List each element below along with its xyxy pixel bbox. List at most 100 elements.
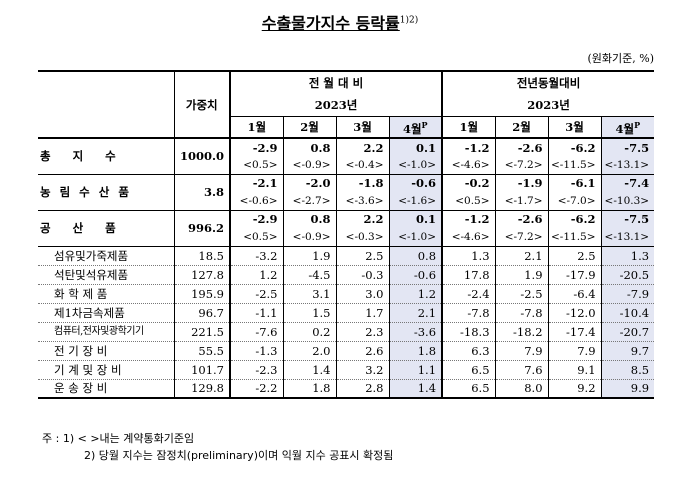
mom-header: 전 월 대 비 <box>228 70 443 94</box>
table-row: 석탄및석유제품 127.8 1.2 -4.5 -0.3 -0.6 17.8 1.9 -17.9-… <box>38 264 655 284</box>
value-cell: -7.5 <box>600 209 655 228</box>
value-cell: 0.1 <box>388 209 443 228</box>
value-cell: 1.7 <box>335 302 389 322</box>
value-cell: 1.9 <box>282 245 336 265</box>
value-cell: -2.2 <box>229 378 283 399</box>
value-cell: -18.2 <box>494 321 549 341</box>
value-cell: 9.2 <box>547 378 602 399</box>
export-price-index-table: 가중치 전 월 대 비 전년동월대비 2023년 2023년 1월 2월 3월 4월P… <box>38 70 655 399</box>
row-label: 화 학 제 품 <box>38 283 174 303</box>
yoy-month-header: 4월P <box>600 115 655 138</box>
title-footnote-mark: 1)2) <box>399 15 419 26</box>
value-cell: 2.6 <box>335 340 389 360</box>
value-cell: 1.5 <box>282 302 336 322</box>
value-cell: 1.3 <box>600 245 655 265</box>
weight-value: 18.5 <box>173 245 230 265</box>
contract-value-cell: <-0.6> <box>229 192 283 210</box>
yoy-year: 2023년 <box>441 94 655 116</box>
value-cell: 1.2 <box>229 264 283 284</box>
yoy-header: 전년동월대비 <box>441 70 655 94</box>
value-cell: -2.9 <box>229 209 283 228</box>
value-cell: -7.8 <box>441 302 496 322</box>
value-cell: -2.4 <box>441 283 496 303</box>
value-cell: 1.4 <box>388 378 443 399</box>
contract-value-cell: <-13.1> <box>600 228 655 246</box>
value-cell: 3.1 <box>282 283 336 303</box>
contract-value-cell: <0.5> <box>229 156 283 174</box>
value-cell: 17.8 <box>441 264 496 284</box>
contract-value-cell: <-2.7> <box>282 192 336 210</box>
value-cell: -0.6 <box>388 264 443 284</box>
value-cell: 2.0 <box>282 340 336 360</box>
value-cell: -20.5 <box>600 264 655 284</box>
weight-value: 3.8 <box>173 173 230 210</box>
value-cell: 7.6 <box>494 359 549 379</box>
table-title: 수출물가지수 등락률1)2) <box>0 10 680 34</box>
value-cell: -6.1 <box>547 173 602 192</box>
value-cell: 0.2 <box>282 321 336 341</box>
weight-value: 101.7 <box>173 359 230 379</box>
yoy-month-header: 1월 <box>441 115 496 138</box>
table-row: <0.5> <-0.9> <-0.4> <-1.0> <-4.6> <-7.2> <-11.… <box>38 156 655 174</box>
value-cell: 0.8 <box>388 245 443 265</box>
value-cell: -7.9 <box>600 283 655 303</box>
value-cell: -20.7 <box>600 321 655 341</box>
value-cell: -2.9 <box>229 137 283 156</box>
mom-month-header: 4월P <box>388 115 443 138</box>
value-cell: 2.3 <box>335 321 389 341</box>
value-cell: 2.8 <box>335 378 389 399</box>
value-cell: 1.9 <box>494 264 549 284</box>
value-cell: -17.9 <box>547 264 602 284</box>
contract-value-cell: <0.5> <box>229 228 283 246</box>
contract-value-cell: <-7.2> <box>494 228 549 246</box>
value-cell: -7.4 <box>600 173 655 192</box>
contract-value-cell: <-7.2> <box>494 156 549 174</box>
table-row: 농림수산품 3.8 -2.1 -2.0 -1.8 -0.6 -0.2 -1.9 -6.1 -7.4 <box>38 173 655 210</box>
value-cell: -18.3 <box>441 321 496 341</box>
contract-value-cell: <-7.0> <box>547 192 602 210</box>
row-label: 총 지 수 <box>38 137 174 174</box>
value-cell: 6.3 <box>441 340 496 360</box>
contract-value-cell: <-4.6> <box>441 156 496 174</box>
weight-value: 1000.0 <box>173 137 230 174</box>
contract-value-cell: <-0.9> <box>282 228 336 246</box>
mom-month-header: 1월 <box>229 115 283 138</box>
contract-value-cell: <-0.3> <box>335 228 389 246</box>
value-cell: -1.1 <box>229 302 283 322</box>
value-cell: -2.5 <box>229 283 283 303</box>
weight-value: 96.7 <box>173 302 230 322</box>
table-row: 전 기 장 비 55.5 -1.3 2.0 2.6 1.8 6.3 7.9 7.9 9.7 <box>38 340 655 360</box>
value-cell: -17.4 <box>547 321 602 341</box>
mom-year: 2023년 <box>228 94 443 116</box>
contract-value-cell: <-11.5> <box>547 228 602 246</box>
weight-value: 55.5 <box>173 340 230 360</box>
value-cell: 6.5 <box>441 359 496 379</box>
value-cell: 1.1 <box>388 359 443 379</box>
value-cell: 1.8 <box>388 340 443 360</box>
title-text: 수출물가지수 등락률 <box>261 14 400 33</box>
table-row: 화 학 제 품 195.9 -2.5 3.1 3.0 1.2 -2.4 -2.5 -6.4 -7.… <box>38 283 655 303</box>
value-cell: 6.5 <box>441 378 496 399</box>
value-cell: 2.5 <box>335 245 389 265</box>
contract-value-cell: <0.5> <box>441 192 496 210</box>
weight-value: 127.8 <box>173 264 230 284</box>
value-cell: 1.4 <box>282 359 336 379</box>
value-cell: -2.0 <box>282 173 336 192</box>
table-row: 섬유및가죽제품 18.5 -3.2 1.9 2.5 0.8 1.3 2.1 2.5 1.3 <box>38 245 655 265</box>
row-label: 컴퓨터,전자및광학기기 <box>38 321 174 341</box>
weight-value: 996.2 <box>173 209 230 246</box>
contract-value-cell: <-0.9> <box>282 156 336 174</box>
contract-value-cell: <-3.6> <box>335 192 389 210</box>
value-cell: -1.2 <box>441 209 496 228</box>
footnote-2: 2) 당월 지수는 잠정치(preliminary)이며 익월 지수 공표시 확… <box>84 449 394 462</box>
contract-value-cell: <-4.6> <box>441 228 496 246</box>
value-cell: -0.2 <box>441 173 496 192</box>
value-cell: -10.4 <box>600 302 655 322</box>
value-cell: -7.5 <box>600 137 655 156</box>
value-cell: -2.1 <box>229 173 283 192</box>
value-cell: -1.2 <box>441 137 496 156</box>
value-cell: 3.0 <box>335 283 389 303</box>
weight-value: 129.8 <box>173 378 230 399</box>
contract-value-cell: <-10.3> <box>600 192 655 210</box>
value-cell: 0.8 <box>282 137 336 156</box>
